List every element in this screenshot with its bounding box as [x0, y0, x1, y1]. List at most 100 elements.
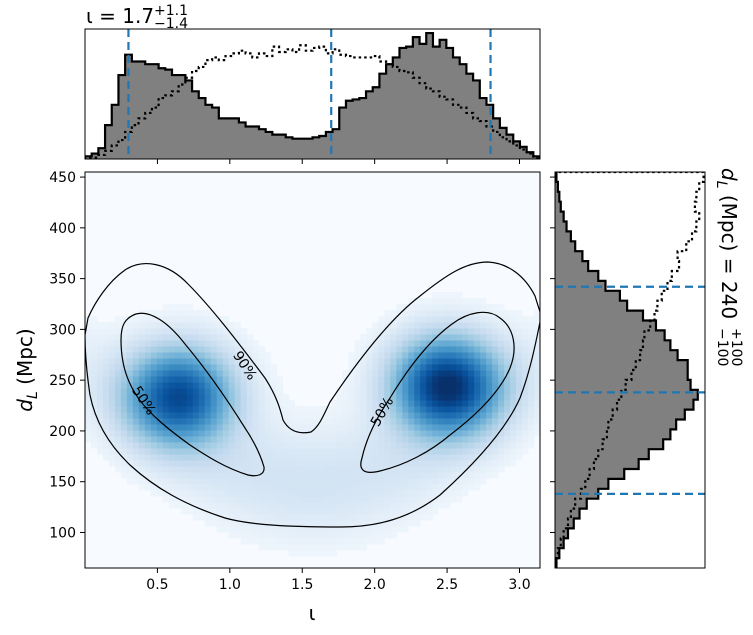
heatmap-cell	[168, 370, 176, 377]
heatmap-cell	[168, 436, 176, 443]
heatmap-cell	[342, 502, 349, 509]
heatmap-cell	[162, 370, 170, 377]
heatmap-cell	[192, 346, 200, 353]
heatmap-cell	[342, 526, 349, 533]
heatmap-cell	[426, 514, 433, 521]
heatmap-cell	[96, 394, 104, 401]
heatmap-cell	[438, 394, 445, 401]
heatmap-cell	[360, 454, 367, 461]
heatmap-cell	[408, 370, 415, 377]
heatmap-cell	[252, 508, 260, 515]
heatmap-cell	[222, 388, 230, 395]
heatmap-cell	[168, 430, 176, 437]
heatmap-cell	[468, 364, 475, 371]
heatmap-cell	[420, 322, 427, 329]
heatmap-cell	[210, 340, 218, 347]
heatmap-cell	[282, 436, 290, 443]
heatmap-cell	[192, 496, 200, 503]
heatmap-cell	[384, 478, 391, 485]
heatmap-cell	[156, 346, 164, 353]
heatmap-cell	[96, 430, 104, 437]
heatmap-cell	[270, 496, 278, 503]
heatmap-cell	[360, 442, 367, 449]
heatmap-cell	[510, 316, 517, 323]
heatmap-cell	[486, 448, 493, 455]
heatmap-cell	[234, 430, 242, 437]
heatmap-cell	[216, 382, 224, 389]
heatmap-cell	[114, 388, 122, 395]
heatmap-cell	[138, 328, 146, 335]
heatmap-cell	[96, 334, 104, 341]
heatmap-cell	[258, 346, 266, 353]
heatmap-cell	[174, 400, 182, 407]
heatmap-cell	[186, 424, 194, 431]
heatmap-cell	[168, 364, 176, 371]
heatmap-cell	[354, 502, 361, 509]
heatmap-cell	[432, 430, 439, 437]
heatmap-cell	[456, 394, 463, 401]
heatmap-cell	[396, 460, 403, 467]
heatmap-cell	[342, 508, 349, 515]
heatmap-cell	[102, 376, 110, 383]
heatmap-cell	[114, 406, 122, 413]
heatmap-cell	[528, 400, 535, 407]
heatmap-cell	[372, 508, 379, 515]
heatmap-cell	[144, 412, 152, 419]
heatmap-cell	[174, 322, 182, 329]
heatmap-cell	[210, 358, 218, 365]
heatmap-cell	[510, 448, 517, 455]
heatmap-cell	[462, 310, 469, 317]
heatmap-cell	[126, 364, 134, 371]
heatmap-cell	[354, 340, 361, 347]
heatmap-cell	[510, 364, 517, 371]
heatmap-cell	[120, 394, 128, 401]
top-marginal-panel	[84, 28, 541, 164]
heatmap-cell	[510, 358, 517, 365]
heatmap-cell	[186, 508, 194, 515]
heatmap-cell	[288, 448, 296, 455]
heatmap-cell	[342, 538, 349, 545]
heatmap-cell	[270, 472, 278, 479]
heatmap-cell	[444, 412, 451, 419]
heatmap-cell	[246, 424, 254, 431]
heatmap-cell	[102, 448, 110, 455]
heatmap-cell	[378, 466, 385, 473]
heatmap-cell	[324, 514, 331, 521]
heatmap-cell	[444, 328, 451, 335]
heatmap-cell	[384, 406, 391, 413]
heatmap-cell	[312, 532, 319, 539]
heatmap-cell	[378, 436, 385, 443]
heatmap-cell	[198, 382, 206, 389]
heatmap-cell	[162, 436, 170, 443]
heatmap-cell	[426, 382, 433, 389]
heatmap-cell	[528, 418, 535, 425]
heatmap-cell	[528, 364, 535, 371]
heatmap-cell	[174, 472, 182, 479]
heatmap-cell	[264, 370, 272, 377]
heatmap-cell	[420, 472, 427, 479]
heatmap-cell	[258, 454, 266, 461]
heatmap-cell	[216, 508, 224, 515]
heatmap-cell	[264, 412, 272, 419]
heatmap-cell	[96, 418, 104, 425]
heatmap-cell	[174, 502, 182, 509]
heatmap-cell	[444, 388, 451, 395]
heatmap-cell	[426, 460, 433, 467]
heatmap-cell	[438, 304, 445, 311]
heatmap-cell	[426, 352, 433, 359]
heatmap-cell	[438, 424, 445, 431]
heatmap-cell	[516, 382, 523, 389]
heatmap-cell	[432, 466, 439, 473]
heatmap-cell	[240, 358, 248, 365]
heatmap-cell	[156, 388, 164, 395]
heatmap-cell	[228, 514, 236, 521]
heatmap-cell	[150, 328, 158, 335]
heatmap-cell	[198, 340, 206, 347]
heatmap-cell	[450, 412, 457, 419]
heatmap-cell	[366, 484, 373, 491]
heatmap-cell	[432, 358, 439, 365]
heatmap-cell	[474, 454, 481, 461]
heatmap-cell	[144, 478, 152, 485]
heatmap-cell	[348, 508, 355, 515]
y-axis-label-symbol: d	[13, 399, 37, 412]
